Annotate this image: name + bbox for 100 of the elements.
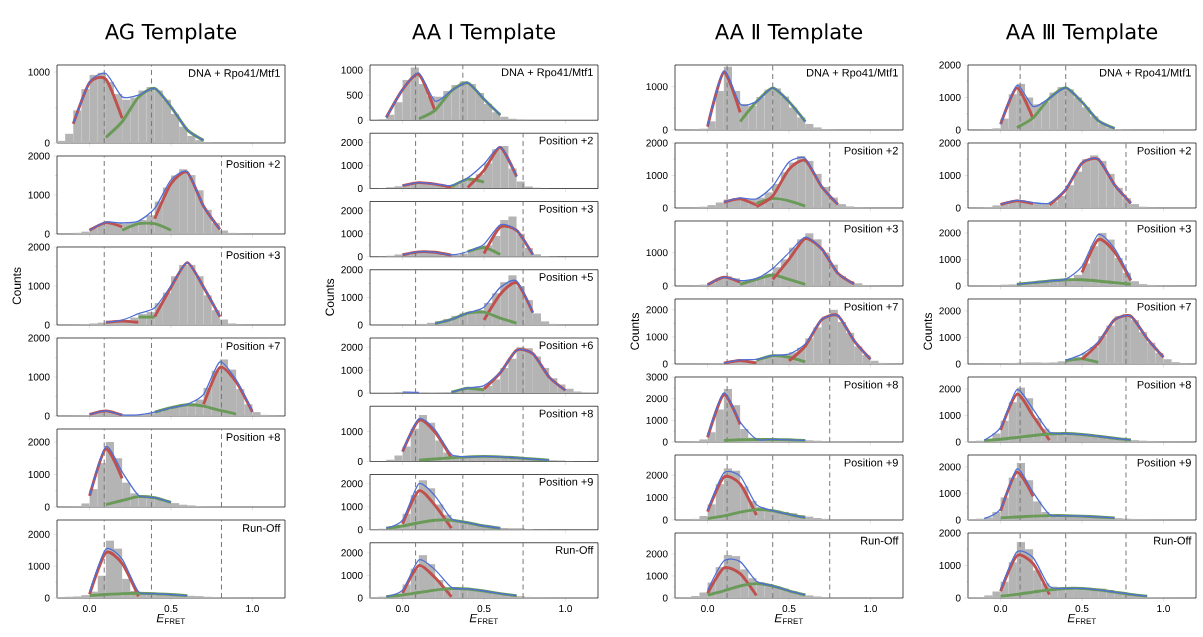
y-tick-label: 2000 [28,152,50,160]
y-tick-label: 1000 [646,83,668,91]
y-tick-label: 1000 [28,191,50,199]
y-tick-label: 1000 [341,428,363,436]
annotation: Position +9 [539,477,593,486]
y-tick-label: 2000 [939,463,961,471]
chart-title: AA Ⅰ Template [412,23,555,44]
y-tick-label: 0 [44,412,50,420]
y-tick-label: 1000 [28,562,50,570]
y-tick-label: 0 [357,457,363,466]
y-tick-label: 1000 [28,68,50,76]
y-tick-label: 2000 [939,139,961,147]
y-tick-label: 1000 [646,249,668,257]
y-tick-label: 1000 [341,366,363,374]
y-tick-label: 2000 [28,334,50,342]
y-tick-label: 0 [357,389,363,397]
y-tick-label: 1000 [28,470,50,479]
y-tick-label: 0 [357,526,363,534]
y-tick-label: 0 [955,126,961,134]
y-tick-label: 1000 [646,171,668,180]
annotation: Position +3 [1137,224,1191,233]
annotation: Position +8 [539,409,593,418]
x-tick-label: 0.5 [164,605,178,613]
y-tick-label: 1000 [646,333,668,341]
y-tick-label: 1000 [28,282,50,290]
y-tick-label: 2000 [28,530,50,538]
y-tick-label: 0 [44,503,50,511]
y-tick-label: 1000 [646,572,668,580]
y-tick-label: 3000 [646,373,668,381]
annotation: Run-Off [243,523,281,532]
x-axis-title: E$_{FRET}$ [469,613,499,624]
y-tick-label: 2000 [341,138,363,146]
y-tick-label: 0 [357,321,363,329]
y-tick-label: 1000 [939,255,961,263]
y-tick-label: 0 [662,204,668,212]
y-axis-title: Counts [630,312,639,350]
y-tick-label: 0 [955,204,961,212]
chart-title: AA Ⅲ Template [1005,23,1158,44]
y-tick-label: 1000 [341,571,363,579]
y-tick-label: 0 [662,282,668,290]
annotation: Position +3 [844,224,898,233]
y-tick-label: 2000 [28,243,50,251]
annotation: Position +8 [226,432,280,441]
y-tick-label: 1000 [341,293,363,301]
x-tick-label: 1.0 [559,605,572,613]
y-tick-label: 0 [955,438,961,446]
y-tick-label: 0 [662,516,668,524]
annotation: Position +3 [539,204,593,213]
y-tick-label: 1000 [28,373,50,381]
y-tick-label: 0 [44,321,50,329]
y-axis-title: Counts [12,267,21,305]
y-tick-label: 2000 [341,266,363,274]
x-tick-label: 0.5 [782,605,796,613]
y-tick-label: 1000 [939,411,961,419]
annotation: DNA + Rpo41/Mtf1 [1100,68,1191,79]
annotation: Position +2 [539,136,593,145]
y-tick-label: 0 [357,184,363,193]
x-axis-title: E$_{FRET}$ [1067,613,1097,624]
y-tick-label: 2000 [341,343,363,351]
annotation: Run-Off [1154,536,1192,545]
y-tick-label: 2000 [341,549,363,557]
annotation: Position +9 [844,458,898,467]
y-tick-label: 500 [346,91,363,99]
annotation: Run-Off [556,545,594,554]
chart-title: AG Template [105,23,237,44]
annotation: Position +8 [844,380,898,389]
y-tick-label: 1000 [939,171,961,180]
annotation: Position +2 [226,159,280,168]
y-tick-label: 0 [44,230,50,238]
annotation: DNA + Rpo41/Mtf1 [807,68,898,79]
y-axis-title: Counts [923,312,932,350]
x-axis-title: E$_{FRET}$ [774,613,804,624]
y-tick-label: 1000 [341,161,363,169]
annotation: DNA + Rpo41/Mtf1 [189,68,280,80]
annotation: Position +7 [226,341,280,350]
y-tick-label: 2000 [939,229,961,237]
y-tick-label: 0 [955,516,961,524]
y-tick-label: 0 [955,360,961,368]
x-tick-label: 1.0 [1157,605,1170,613]
annotation: Position +9 [1137,458,1191,467]
y-tick-label: 2000 [939,385,961,393]
y-tick-label: 2000 [939,529,961,537]
y-tick-label: 2000 [646,471,668,479]
annotation: Position +5 [539,272,593,281]
annotation: DNA + Rpo41/Mtf1 [502,68,593,79]
y-tick-label: 0 [357,594,363,602]
x-tick-label: 1.0 [864,605,877,613]
y-tick-label: 1000 [646,494,668,502]
annotation: Position +2 [1137,146,1191,155]
y-tick-label: 2000 [939,61,961,69]
annotation: Position +7 [844,302,898,311]
y-axis-title: Counts [325,278,334,316]
y-tick-label: 1000 [341,66,363,74]
y-tick-label: 2000 [646,306,668,314]
y-tick-label: 0 [357,116,363,124]
x-tick-label: 0.0 [396,605,410,613]
y-tick-label: 0 [662,360,668,368]
annotation: Position +8 [1137,380,1191,389]
annotation: Position +3 [226,250,280,259]
chart-title: AA Ⅱ Template [715,23,863,44]
